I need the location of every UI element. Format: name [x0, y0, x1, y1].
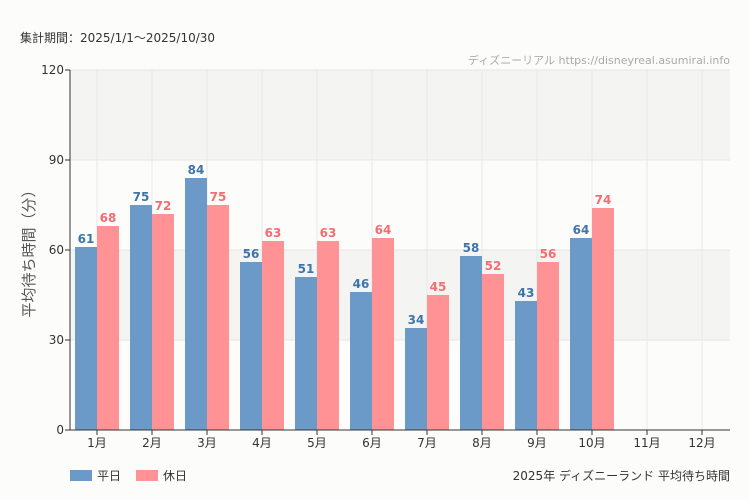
y-tick-label: 90 — [49, 153, 64, 167]
bar-holiday — [372, 238, 394, 430]
legend-label: 平日 — [97, 469, 121, 483]
x-tick-label: 9月 — [527, 436, 547, 450]
legend-swatch — [70, 470, 92, 481]
grid-band — [70, 250, 730, 340]
bar-weekday — [185, 178, 207, 430]
x-tick-label: 8月 — [472, 436, 492, 450]
data-label: 64 — [375, 223, 392, 237]
x-tick-label: 10月 — [578, 436, 605, 450]
data-label: 56 — [540, 247, 557, 261]
data-label: 46 — [353, 277, 370, 291]
y-tick-label: 30 — [49, 333, 64, 347]
data-label: 84 — [188, 163, 205, 177]
data-label: 34 — [408, 313, 425, 327]
bar-weekday — [295, 277, 317, 430]
bar-weekday — [515, 301, 537, 430]
data-label: 63 — [265, 226, 282, 240]
legend-label: 休日 — [163, 469, 187, 483]
bar-holiday — [592, 208, 614, 430]
x-tick-label: 11月 — [633, 436, 660, 450]
y-tick-label: 60 — [49, 243, 64, 257]
data-label: 58 — [463, 241, 480, 255]
bar-weekday — [240, 262, 262, 430]
data-label: 72 — [155, 199, 172, 213]
watermark: ディズニーリアル https://disneyreal.asumirai.inf… — [468, 53, 730, 67]
y-tick-label: 120 — [41, 63, 64, 77]
x-tick-label: 2月 — [142, 436, 162, 450]
grid-band — [70, 70, 730, 160]
footer-title: 2025年 ディズニーランド 平均待ち時間 — [513, 468, 730, 483]
data-label: 43 — [518, 286, 535, 300]
data-label: 68 — [100, 211, 117, 225]
bar-holiday — [537, 262, 559, 430]
period-text: 集計期間：2025/1/1〜2025/10/30 — [20, 31, 216, 45]
legend-swatch — [136, 470, 158, 481]
x-tick-label: 6月 — [362, 436, 382, 450]
data-label: 74 — [595, 193, 612, 207]
data-label: 61 — [78, 232, 95, 246]
x-tick-label: 4月 — [252, 436, 272, 450]
bar-weekday — [130, 205, 152, 430]
data-label: 56 — [243, 247, 260, 261]
bar-holiday — [97, 226, 119, 430]
y-tick-label: 0 — [56, 423, 64, 437]
data-label: 75 — [133, 190, 150, 204]
data-label: 45 — [430, 280, 447, 294]
x-tick-label: 3月 — [197, 436, 217, 450]
bar-holiday — [427, 295, 449, 430]
bar-weekday — [350, 292, 372, 430]
data-label: 63 — [320, 226, 337, 240]
y-axis-label: 平均待ち時間（分） — [20, 182, 38, 317]
bar-weekday — [460, 256, 482, 430]
data-label: 51 — [298, 262, 315, 276]
bar-weekday — [75, 247, 97, 430]
data-label: 64 — [573, 223, 590, 237]
x-tick-label: 12月 — [688, 436, 715, 450]
bar-holiday — [152, 214, 174, 430]
bar-holiday — [317, 241, 339, 430]
bar-weekday — [570, 238, 592, 430]
x-tick-label: 7月 — [417, 436, 437, 450]
bar-holiday — [482, 274, 504, 430]
bar-weekday — [405, 328, 427, 430]
x-tick-label: 5月 — [307, 436, 327, 450]
data-label: 52 — [485, 259, 502, 273]
bar-holiday — [262, 241, 284, 430]
data-label: 75 — [210, 190, 227, 204]
bar-holiday — [207, 205, 229, 430]
x-tick-label: 1月 — [87, 436, 107, 450]
